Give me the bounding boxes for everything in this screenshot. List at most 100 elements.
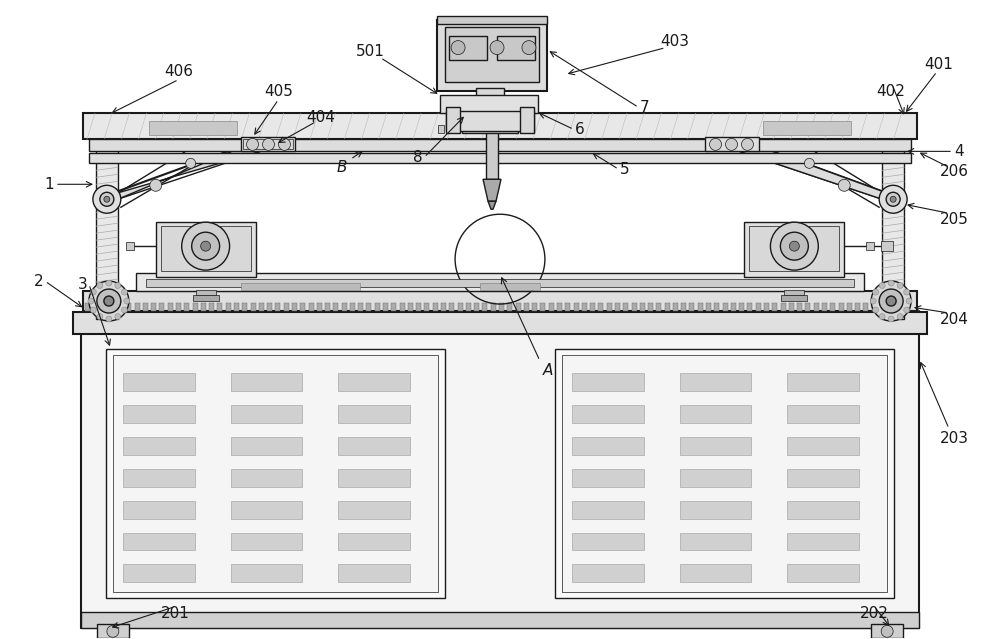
Text: 206: 206 [940, 164, 969, 179]
Bar [338, 532, 410, 550]
Bar [136, 273, 864, 291]
Bar [781, 303, 786, 311]
Text: 5: 5 [620, 162, 630, 177]
Bar [486, 130, 498, 180]
Bar [572, 405, 644, 423]
Circle shape [881, 626, 893, 637]
Circle shape [186, 158, 196, 168]
Bar [648, 303, 653, 311]
Bar [480, 283, 540, 290]
Text: 401: 401 [925, 57, 953, 72]
Bar [847, 303, 852, 311]
Bar [184, 303, 189, 311]
Bar [433, 303, 438, 311]
Bar [342, 303, 347, 311]
Bar [789, 303, 794, 311]
Circle shape [906, 298, 912, 304]
Bar [231, 405, 302, 423]
Bar [572, 436, 644, 455]
Circle shape [871, 281, 911, 321]
Bar [81, 319, 919, 628]
Text: 406: 406 [164, 64, 193, 79]
Bar [680, 532, 751, 550]
Bar [787, 373, 859, 391]
Bar [445, 27, 539, 82]
Bar [176, 303, 181, 311]
Bar [814, 303, 819, 311]
Bar [482, 303, 487, 311]
Circle shape [100, 192, 114, 206]
Circle shape [897, 282, 903, 288]
Circle shape [93, 185, 121, 213]
Bar [572, 468, 644, 487]
Bar [126, 242, 134, 250]
Circle shape [106, 316, 112, 322]
Bar [607, 303, 612, 311]
Circle shape [124, 298, 130, 304]
Bar [897, 303, 902, 311]
Text: 201: 201 [161, 606, 190, 621]
Bar [905, 303, 910, 311]
Bar [231, 436, 302, 455]
Text: 405: 405 [264, 84, 293, 99]
Bar [632, 303, 637, 311]
Circle shape [873, 307, 879, 313]
Circle shape [780, 232, 808, 260]
Bar [787, 564, 859, 582]
Circle shape [97, 314, 103, 320]
Bar [243, 139, 293, 150]
Bar [113, 355, 438, 592]
Bar [231, 532, 302, 550]
Bar [231, 468, 302, 487]
Circle shape [106, 280, 112, 286]
Bar [408, 303, 413, 311]
Circle shape [490, 41, 504, 54]
Bar [863, 303, 868, 311]
Bar [689, 303, 694, 311]
Bar [446, 111, 534, 132]
Bar [440, 95, 538, 114]
Bar [680, 564, 751, 582]
Bar [665, 303, 670, 311]
Circle shape [90, 307, 96, 313]
Bar [83, 291, 917, 311]
Text: 404: 404 [306, 110, 335, 125]
Circle shape [121, 289, 127, 295]
Circle shape [88, 298, 94, 304]
Bar [251, 303, 256, 311]
Bar [89, 153, 911, 164]
Bar [640, 303, 645, 311]
Bar [499, 303, 504, 311]
Circle shape [201, 241, 211, 251]
Bar [123, 532, 195, 550]
Bar [358, 303, 363, 311]
Bar [763, 121, 851, 135]
Bar [383, 303, 388, 311]
Polygon shape [483, 180, 501, 201]
Bar [375, 303, 380, 311]
Circle shape [104, 196, 110, 203]
Bar [85, 303, 90, 311]
Circle shape [886, 296, 896, 306]
Circle shape [897, 314, 903, 320]
Text: 8: 8 [413, 150, 423, 165]
Circle shape [192, 232, 220, 260]
Bar [466, 303, 471, 311]
Circle shape [104, 296, 114, 306]
Text: 7: 7 [640, 100, 649, 115]
Text: 1: 1 [44, 177, 54, 192]
Bar [231, 500, 302, 519]
Bar [96, 114, 118, 319]
Bar [491, 303, 496, 311]
Bar [756, 303, 761, 311]
Bar [242, 303, 247, 311]
Bar [241, 283, 360, 290]
Bar [284, 303, 289, 311]
Bar [787, 436, 859, 455]
Bar [705, 137, 759, 151]
Bar [309, 303, 314, 311]
Circle shape [789, 241, 799, 251]
Bar [126, 303, 131, 311]
Text: 202: 202 [860, 606, 889, 621]
Bar [325, 303, 330, 311]
